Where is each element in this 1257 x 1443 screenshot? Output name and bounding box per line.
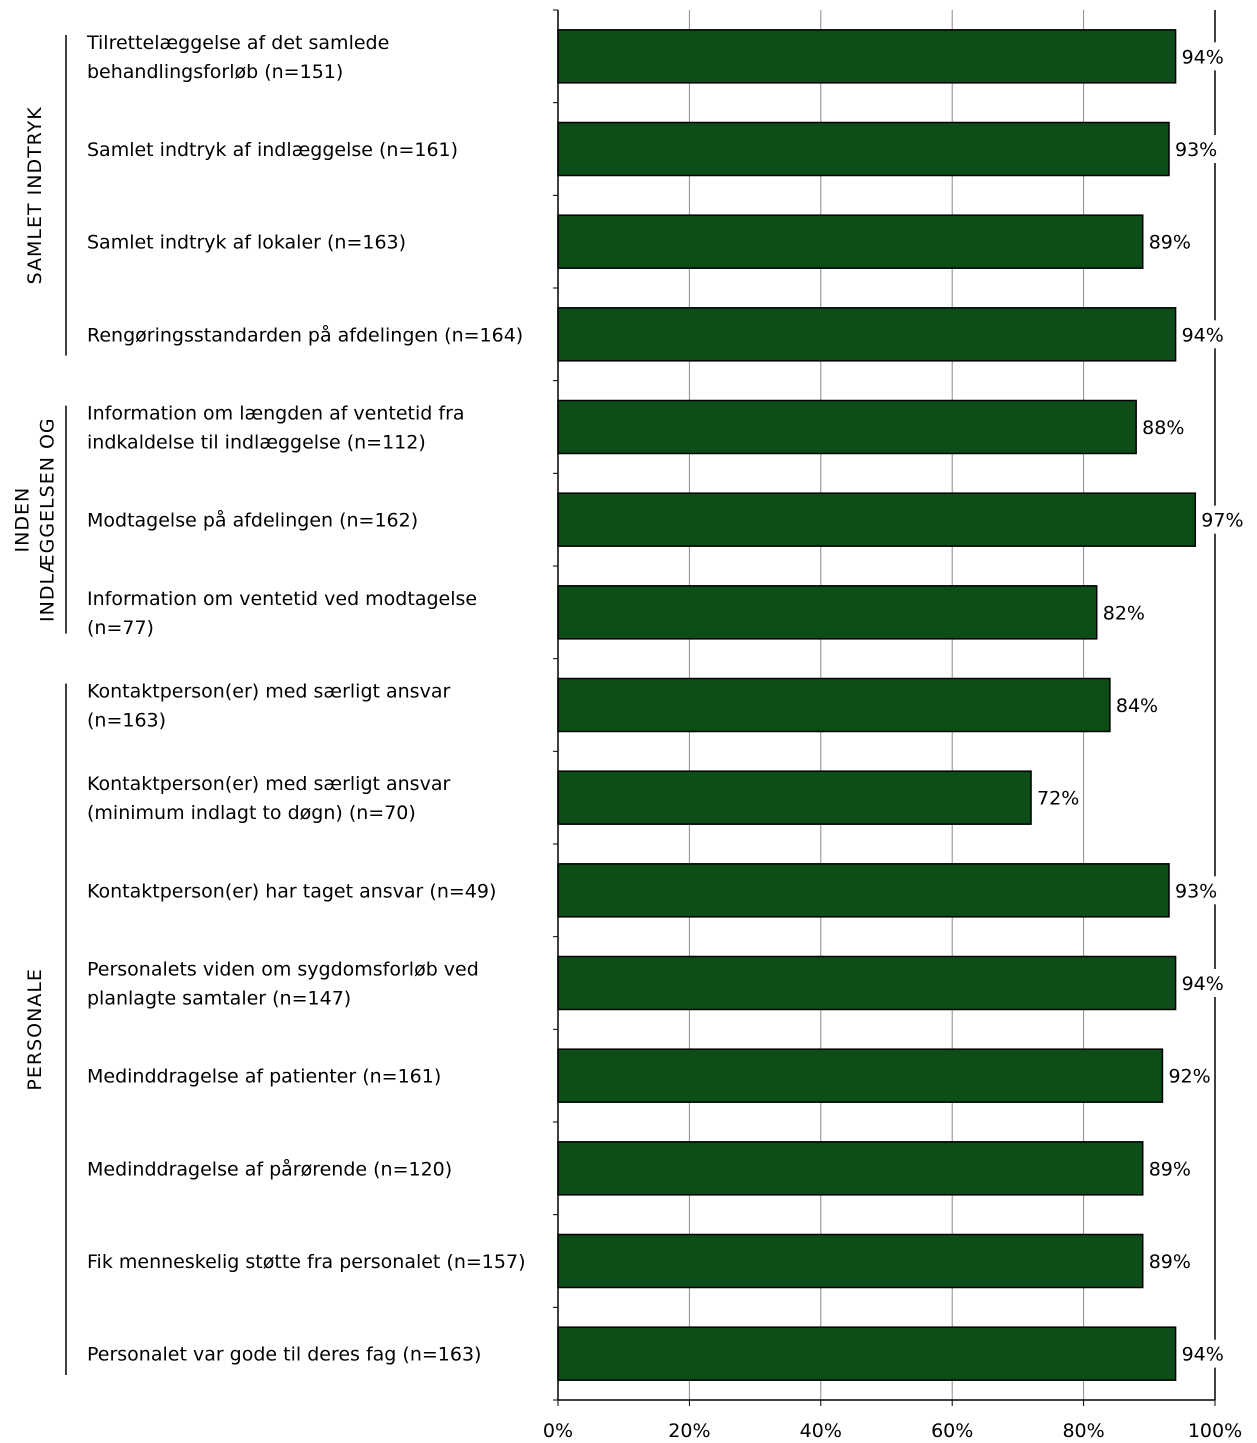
category-label: Kontaktperson(er) med særligt ansvar xyxy=(87,681,450,703)
group-label: INDEN xyxy=(12,487,34,553)
category-label: Information om ventetid ved modtagelse xyxy=(87,588,477,610)
value-label: 89% xyxy=(1149,1251,1191,1273)
value-label-background xyxy=(1178,320,1227,349)
category-label: Medinddragelse af patienter (n=161) xyxy=(87,1066,441,1088)
value-label-background xyxy=(1198,505,1247,534)
category-label: behandlingsforløb (n=151) xyxy=(87,61,343,83)
value-label: 93% xyxy=(1175,139,1217,161)
x-tick-label: 100% xyxy=(1188,1420,1242,1442)
value-label-background xyxy=(1034,783,1083,812)
category-label: Personalet var gode til deres fag (n=163… xyxy=(87,1344,481,1366)
category-label: (minimum indlagt to døgn) (n=70) xyxy=(87,802,416,824)
category-label: planlagte samtaler (n=147) xyxy=(87,988,351,1010)
value-label-background xyxy=(1172,876,1221,905)
value-label: 82% xyxy=(1103,602,1145,624)
value-label: 92% xyxy=(1168,1066,1210,1088)
value-label-background xyxy=(1172,135,1221,163)
category-label: Rengøringsstandarden på afdelingen (n=16… xyxy=(87,323,523,346)
bar xyxy=(557,121,1170,177)
bar xyxy=(557,1141,1144,1196)
value-label: 94% xyxy=(1182,46,1224,68)
group-label: PERSONALE xyxy=(24,968,46,1090)
x-tick-label: 0% xyxy=(543,1420,573,1442)
category-label: Kontaktperson(er) har taget ansvar (n=49… xyxy=(87,880,496,902)
value-label-background xyxy=(1145,227,1194,256)
category-label: (n=163) xyxy=(87,710,166,732)
group-label: SAMLET INDTRYK xyxy=(24,106,46,284)
bar xyxy=(557,863,1170,918)
bar xyxy=(557,677,1111,733)
category-label: Kontaktperson(er) med særligt ansvar xyxy=(87,773,450,795)
category-label: Samlet indtryk af indlæggelse (n=161) xyxy=(87,139,458,161)
x-tick-label: 60% xyxy=(931,1420,973,1442)
value-label: 94% xyxy=(1182,973,1224,995)
x-tick-label: 20% xyxy=(668,1420,710,1442)
bar xyxy=(557,1048,1164,1103)
x-tick-label: 80% xyxy=(1062,1420,1104,1442)
value-label-background xyxy=(1178,1339,1227,1368)
category-label: Information om længden af ventetid fra xyxy=(87,403,465,425)
bar xyxy=(557,214,1144,269)
value-label-background xyxy=(1099,598,1148,627)
value-label: 84% xyxy=(1116,695,1158,717)
value-label: 89% xyxy=(1149,232,1191,254)
category-label: Medinddragelse af pårørende (n=120) xyxy=(87,1157,452,1180)
value-label-background xyxy=(1178,42,1227,71)
bar xyxy=(557,955,1177,1011)
category-label: Tilrettelæggelse af det samlede xyxy=(86,32,389,54)
category-label: Modtagelse på afdelingen (n=162) xyxy=(87,509,418,532)
value-label-background xyxy=(1112,691,1162,719)
bar xyxy=(557,492,1197,547)
category-label: (n=77) xyxy=(87,617,154,639)
value-label: 97% xyxy=(1201,510,1243,532)
bar xyxy=(557,307,1177,362)
value-label: 89% xyxy=(1149,1158,1191,1180)
bar xyxy=(557,1233,1144,1289)
value-label-background xyxy=(1145,1247,1194,1275)
value-label: 94% xyxy=(1182,1344,1224,1366)
value-label-background xyxy=(1139,413,1188,441)
value-label-background xyxy=(1178,969,1227,997)
value-label-background xyxy=(1165,1061,1214,1090)
category-label: indkaldelse til indlæggelse (n=112) xyxy=(87,432,426,454)
value-label: 88% xyxy=(1142,417,1184,439)
value-label: 93% xyxy=(1175,880,1217,902)
category-label: Fik menneskelig støtte fra personalet (n… xyxy=(87,1251,525,1273)
bar xyxy=(557,585,1098,640)
value-label: 94% xyxy=(1182,324,1224,346)
group-label: INDLÆGGELSEN OG xyxy=(37,417,59,622)
x-tick-label: 40% xyxy=(800,1420,842,1442)
bar xyxy=(557,29,1177,84)
bar xyxy=(557,399,1137,455)
value-label-background xyxy=(1145,1154,1194,1183)
category-label: Personalets viden om sygdomsforløb ved xyxy=(87,959,479,981)
bar xyxy=(557,770,1032,825)
bar xyxy=(557,1326,1177,1381)
value-label: 72% xyxy=(1037,788,1079,810)
category-label: Samlet indtryk af lokaler (n=163) xyxy=(87,232,406,254)
